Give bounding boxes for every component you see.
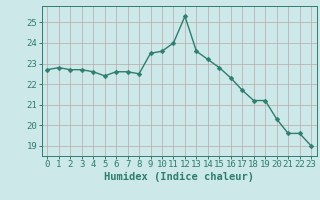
X-axis label: Humidex (Indice chaleur): Humidex (Indice chaleur)	[104, 172, 254, 182]
